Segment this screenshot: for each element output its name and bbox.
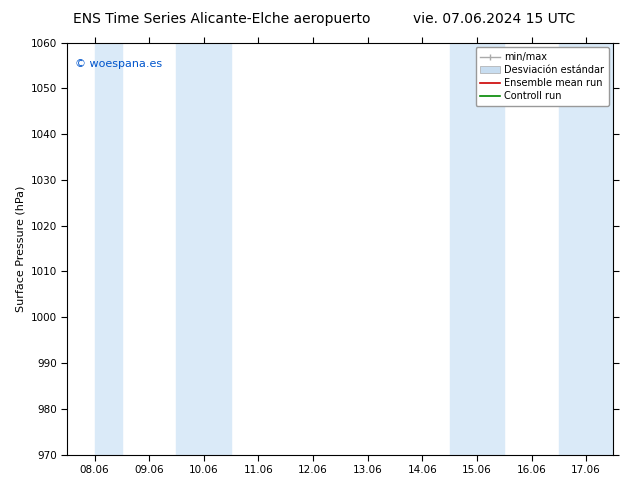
Bar bbox=[176, 43, 231, 455]
Y-axis label: Surface Pressure (hPa): Surface Pressure (hPa) bbox=[15, 185, 25, 312]
Bar bbox=[450, 43, 504, 455]
Legend: min/max, Desviación estándar, Ensemble mean run, Controll run: min/max, Desviación estándar, Ensemble m… bbox=[476, 48, 609, 106]
Text: ENS Time Series Alicante-Elche aeropuerto: ENS Time Series Alicante-Elche aeropuert… bbox=[73, 12, 371, 26]
Bar bbox=[559, 43, 614, 455]
Text: vie. 07.06.2024 15 UTC: vie. 07.06.2024 15 UTC bbox=[413, 12, 576, 26]
Text: © woespana.es: © woespana.es bbox=[75, 59, 162, 69]
Bar bbox=[94, 43, 122, 455]
